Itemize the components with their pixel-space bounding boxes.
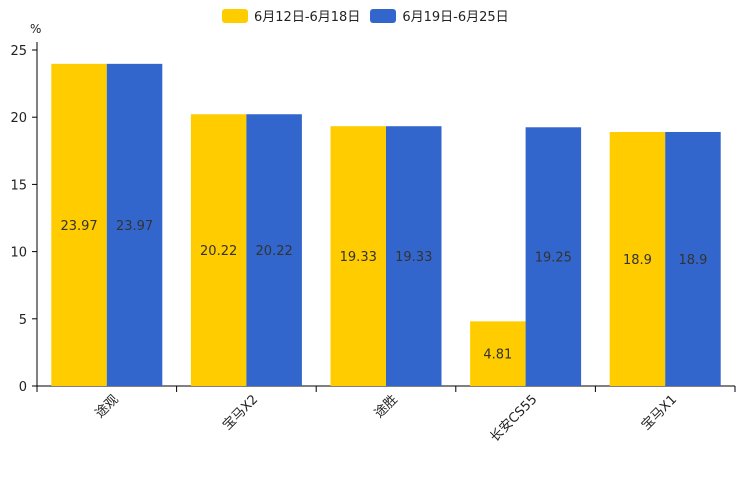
bar-series-2-5 <box>665 131 721 386</box>
legend-label-series-1: 6月12日-6月18日 <box>254 10 361 25</box>
y-tick-label: 20 <box>10 111 27 126</box>
x-category-label: 长安CS55 <box>487 392 540 445</box>
bar-value-label: 20.22 <box>256 244 293 259</box>
bar-value-label: 4.81 <box>483 348 512 363</box>
legend-swatch-series-2 <box>370 8 397 23</box>
bar-value-label: 19.33 <box>340 250 377 265</box>
y-tick-label: 15 <box>10 178 27 193</box>
legend-item-series-1[interactable]: 6月12日-6月18日 <box>222 6 360 25</box>
bar-value-label: 23.97 <box>116 219 153 234</box>
y-tick-label: 0 <box>19 380 27 395</box>
bar-series-2-4 <box>525 127 582 386</box>
y-tick-label: 25 <box>10 44 27 59</box>
x-category-label: 途观 <box>92 392 122 422</box>
bar-series-1-4 <box>470 321 526 386</box>
legend-swatch-series-1 <box>222 8 248 23</box>
legend: 6月12日-6月18日 6月19日-6月25日 <box>222 6 519 25</box>
bar-series-1-3 <box>330 126 386 386</box>
bar-value-label: 18.9 <box>623 253 652 268</box>
bar-value-label: 19.33 <box>395 250 432 265</box>
bar-value-label: 18.9 <box>678 253 707 268</box>
bar-value-label: 20.22 <box>200 244 237 259</box>
legend-item-series-2[interactable]: 6月19日-6月25日 <box>370 6 509 25</box>
x-category-label: 途胜 <box>371 392 401 422</box>
x-category-label: 宝马X1 <box>639 392 680 433</box>
y-tick-label: 10 <box>10 246 27 261</box>
bar-series-2-2 <box>246 114 302 387</box>
bar-series-2-1 <box>106 63 163 386</box>
bar-series-1-5 <box>609 131 666 386</box>
x-category-label: 宝马X2 <box>220 392 261 433</box>
bar-series-1-2 <box>190 114 247 387</box>
bar-series-1-1 <box>51 63 107 386</box>
bar-value-label: 23.97 <box>60 219 97 234</box>
y-unit-label: % <box>30 22 41 36</box>
bar-series-2-3 <box>386 126 442 386</box>
bar-value-label: 19.25 <box>535 251 572 266</box>
legend-label-series-2: 6月19日-6月25日 <box>402 10 509 25</box>
y-tick-label: 5 <box>19 313 27 328</box>
